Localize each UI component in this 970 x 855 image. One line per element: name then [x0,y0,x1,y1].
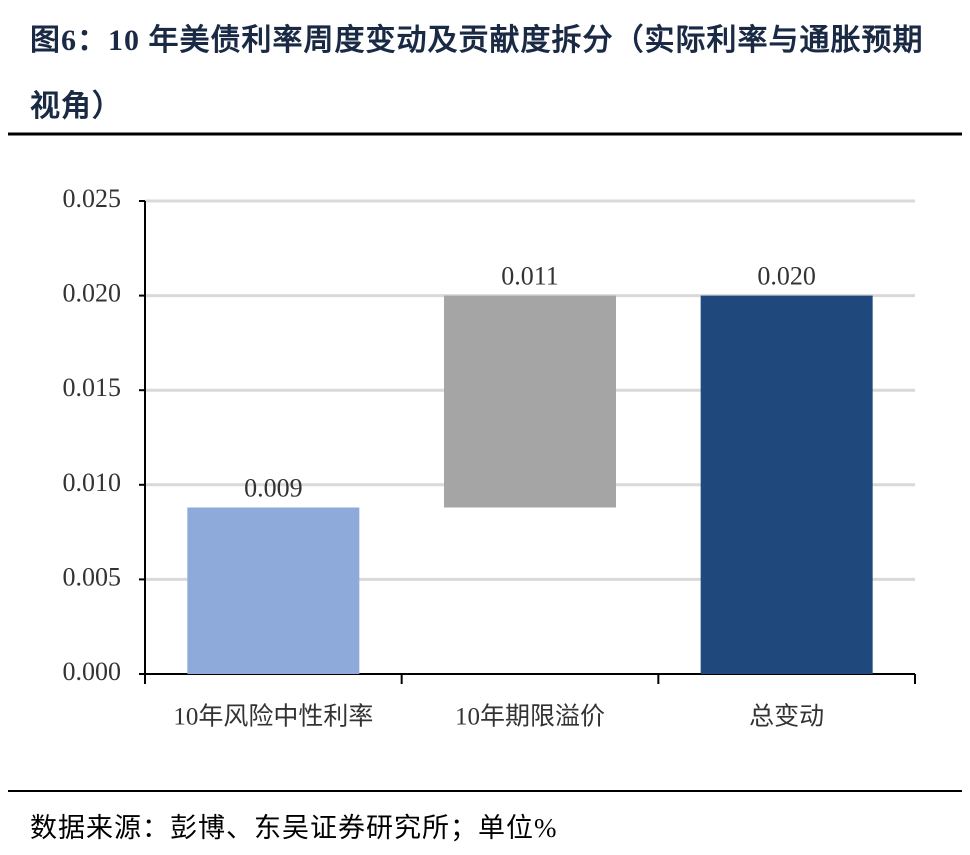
y-tick-label: 0.015 [63,373,122,402]
y-tick-label: 0.000 [63,657,122,686]
bar [187,507,360,674]
bar [700,295,873,674]
y-tick-label: 0.005 [63,562,122,591]
data-label: 0.009 [244,473,303,502]
bar [444,295,616,508]
source-note: 数据来源：彭博、东吴证券研究所；单位% [30,813,558,843]
chart-title: 图6：10 年美债利率周度变动及贡献度拆分（实际利率与通胀预期视角） [30,24,924,123]
x-tick-label: 总变动 [749,703,824,731]
data-label: 0.011 [501,262,559,291]
x-tick-label: 10年期限溢价 [455,703,605,731]
x-tick-label: 10年风险中性利率 [173,703,373,731]
y-tick-label: 0.025 [63,184,122,213]
y-tick-label: 0.010 [63,468,122,497]
data-label: 0.020 [757,262,816,291]
y-tick-label: 0.020 [63,279,122,308]
